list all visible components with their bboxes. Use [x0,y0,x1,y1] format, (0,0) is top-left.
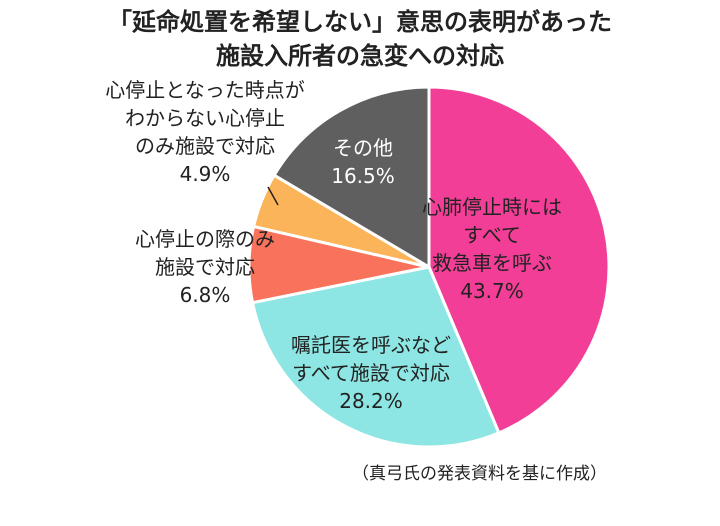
slice-category-label: すべて施設で対応 [292,361,450,385]
pie-slice [272,85,431,270]
slice-value-label: 4.9% [180,162,231,186]
slice-category-label: その他 [333,136,393,160]
slice-value-label: 43.7% [460,279,524,303]
pie-slice [427,85,611,435]
slice-category-label: すべて [463,223,521,247]
slice-label: その他 16.5% [331,136,395,188]
chart-title-line-1: 「延命処置を希望しない」意思の表明があった [108,8,612,36]
source-note: （真弓氏の発表資料を基に作成） [352,464,607,484]
slice-category-label: 嘱託医を呼ぶなど [291,333,451,357]
slice-category-label: 心停止の際のみ [135,227,275,251]
slice-category-label: 心肺停止時には [422,195,562,219]
slice-value-label: 16.5% [331,164,395,188]
slice-category-label: わからない心停止 [125,106,285,130]
slice-category-label: 救急車を呼ぶ [432,251,552,275]
slice-value-label: 6.8% [180,283,231,307]
slice-value-label: 28.2% [339,389,403,413]
chart-title-line-2: 施設入所者の急変への対応 [216,42,504,70]
slice-category-label: 心停止となった時点が [105,78,304,102]
slice-category-label: 施設で対応 [155,255,255,279]
slice-category-label: のみ施設で対応 [135,134,275,158]
pie-slice [250,265,501,449]
leader-line [267,186,279,206]
